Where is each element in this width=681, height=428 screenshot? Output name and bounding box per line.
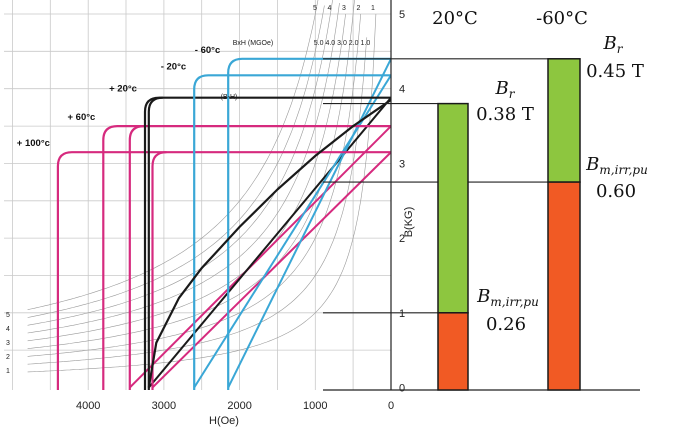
load-line [193, 74, 391, 389]
temp-label-20: 20°C [432, 8, 478, 29]
energy-tick-top: 3 [342, 5, 346, 12]
series-label: + 100°c [17, 138, 50, 149]
energy-product-curve [27, 0, 319, 310]
load-line [129, 125, 391, 389]
load-line [227, 58, 391, 388]
energy-tick-left: 1 [6, 368, 10, 375]
temp-label-60: -60°C [536, 8, 588, 29]
energy-product-curve [27, 13, 377, 373]
bar-lower [547, 181, 581, 391]
energy-product-curve [27, 13, 346, 342]
demag-curve [227, 57, 391, 390]
energy-product-curve [27, 5, 325, 318]
bars [437, 58, 581, 391]
demag-curve [193, 74, 391, 390]
series-label: + 60°c [67, 112, 95, 123]
pu-value-60: 0.60 [596, 181, 636, 202]
load-line [148, 97, 391, 389]
bh-curve [147, 98, 391, 388]
br-symbol-60: Br [603, 33, 624, 56]
x-tick-label: 2000 [227, 400, 251, 412]
energy-tick-left: 5 [6, 312, 10, 319]
y-tick-label: 4 [399, 84, 405, 96]
y-tick-label: 0 [399, 383, 405, 395]
series-label: + 20°c [109, 84, 137, 95]
x-axis-label: H(Oe) [209, 415, 239, 427]
load-line [151, 151, 391, 389]
energy-product-curve [27, 0, 355, 349]
pu-value-20: 0.26 [486, 314, 526, 335]
energy-tick-left: 4 [6, 326, 10, 333]
demag-curve [102, 125, 391, 390]
bm-symbol-60: Bm,irr,pu [585, 154, 648, 177]
energy-tick-top: 5 [313, 5, 317, 12]
energy-product-curve [27, 2, 340, 334]
y-tick-label: 3 [399, 158, 405, 170]
energy-tick-left: 3 [6, 340, 10, 347]
y-tick-label: 5 [399, 9, 405, 21]
bh-label: (B-H) [221, 94, 238, 101]
energy-tick-top: 2 [357, 5, 361, 12]
bar-upper [547, 58, 581, 183]
energy-tick-left: 2 [6, 354, 10, 361]
energy-tick-top: 1 [371, 5, 375, 12]
x-tick-label: 1000 [303, 400, 327, 412]
x-tick-label: 3000 [152, 400, 176, 412]
br-symbol-20: Br [495, 78, 516, 101]
bar-lower [437, 312, 469, 391]
y-tick-label: 2 [399, 233, 405, 245]
bar-upper [437, 102, 469, 314]
y-tick-label: 1 [399, 308, 405, 320]
series-label: - 60°c [195, 45, 220, 56]
br-value-60: 0.45 T [586, 61, 644, 82]
y-axis-label: B(KG) [403, 207, 415, 238]
br-value-20: 0.38 T [476, 104, 534, 125]
bm-symbol-20: Bm,irr,pu [476, 286, 539, 309]
demagnetization-curves: + 100°c + 60°c + 20°c - 20°c - 60°c [17, 45, 391, 390]
load-lines [129, 58, 391, 389]
bh-curve-line [147, 98, 391, 388]
energy-tick-top: 4 [328, 5, 332, 12]
series-label: - 20°c [161, 61, 186, 72]
labels: H(Oe) B(KG) BxH (MGOe) 5.0 4.0 3.0 2.0 1… [6, 5, 648, 427]
energy-label: BxH (MGOe) [233, 40, 273, 47]
x-tick-label: 4000 [76, 400, 100, 412]
energy-row-label: 5.0 4.0 3.0 2.0 1.0 [314, 40, 371, 47]
demag-curve-inner [128, 125, 144, 390]
demag-curve-inner [151, 151, 167, 390]
demag-curve-inner [147, 96, 163, 390]
x-tick-label: 0 [388, 400, 394, 412]
energy-product-curve [27, 0, 333, 326]
demag-curve [56, 151, 391, 390]
